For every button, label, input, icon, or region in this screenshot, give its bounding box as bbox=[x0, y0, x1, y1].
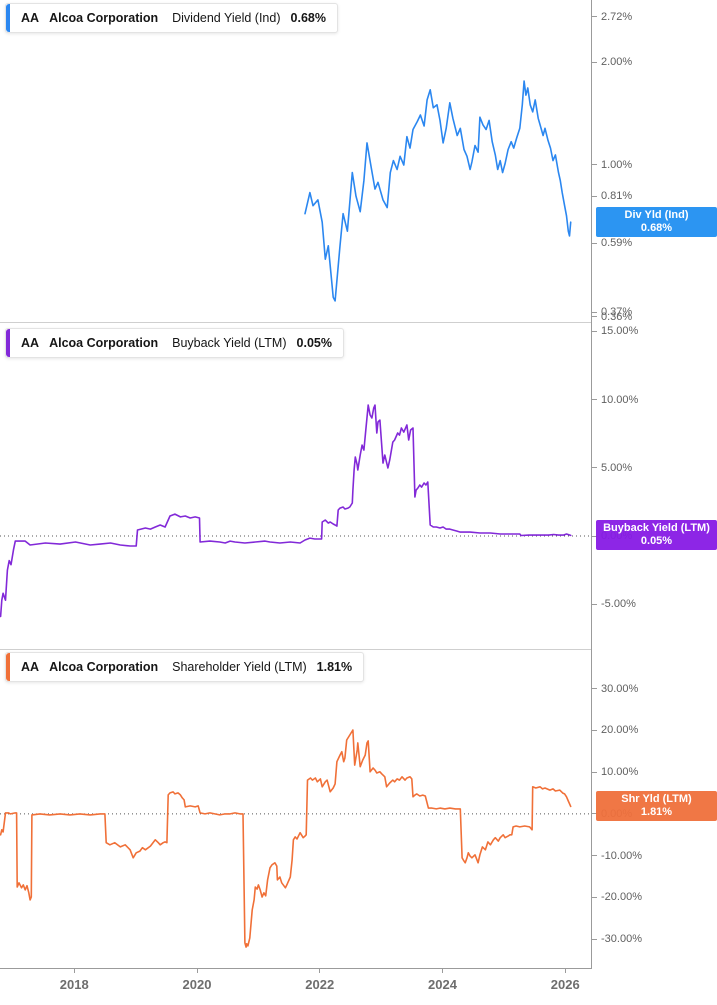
y-tick-mark bbox=[591, 316, 597, 318]
y-tick-mark bbox=[591, 896, 597, 898]
y-tick-mark bbox=[591, 61, 597, 63]
legend-chip-shareholder-yield[interactable]: AA Alcoa Corporation Shareholder Yield (… bbox=[5, 652, 365, 682]
legend-metric: Buyback Yield (LTM) bbox=[172, 336, 287, 350]
panel-separator bbox=[0, 322, 591, 323]
y-tick-label: -10.00% bbox=[601, 849, 642, 862]
x-tick-label: 2018 bbox=[59, 977, 89, 992]
y-tick-label: 10.00% bbox=[601, 393, 639, 406]
y-tick-label: -20.00% bbox=[601, 891, 642, 904]
buyback-yield-line bbox=[0, 404, 572, 618]
x-tick-mark bbox=[196, 968, 198, 973]
y-tick-label: 1.00% bbox=[601, 158, 633, 171]
panel-separator bbox=[0, 649, 591, 650]
y-tick-mark bbox=[591, 16, 597, 17]
legend-metric: Dividend Yield (Ind) bbox=[172, 11, 281, 25]
y-tick-label: 0.36% bbox=[601, 310, 633, 323]
y-tick-mark bbox=[591, 771, 597, 773]
legend-ticker: AA bbox=[21, 11, 40, 25]
y-tick-label: 5.00% bbox=[601, 461, 633, 474]
legend-company: Alcoa Corporation bbox=[49, 660, 159, 674]
x-tick-mark bbox=[564, 968, 566, 973]
y-tick-mark bbox=[591, 729, 597, 731]
y-tick-label: -5.00% bbox=[601, 598, 636, 611]
y-tick-mark bbox=[591, 603, 597, 605]
badge-value: 1.81% bbox=[640, 806, 673, 819]
legend-accent-bar bbox=[6, 4, 10, 32]
y-tick-mark bbox=[591, 855, 597, 857]
legend-ticker: AA bbox=[21, 336, 40, 350]
y-tick-label: 2.72% bbox=[601, 10, 633, 23]
y-tick-mark bbox=[591, 813, 597, 815]
legend-chip-dividend-yield[interactable]: AA Alcoa Corporation Dividend Yield (Ind… bbox=[5, 3, 338, 33]
badge-metric: Div Yld (Ind) bbox=[624, 209, 689, 222]
x-tick-mark bbox=[319, 968, 321, 973]
legend-chip-buyback-yield[interactable]: AA Alcoa Corporation Buyback Yield (LTM)… bbox=[5, 328, 344, 358]
legend-value: 0.05% bbox=[296, 336, 332, 350]
badge-value: 0.05% bbox=[640, 535, 673, 548]
y-tick-label: -30.00% bbox=[601, 933, 642, 946]
y-tick-mark bbox=[591, 938, 597, 940]
y-tick-mark bbox=[591, 535, 597, 537]
legend-value: 0.68% bbox=[290, 11, 326, 25]
last-value-badge-shareholder-yield[interactable]: Shr Yld (LTM) 1.81% bbox=[596, 791, 717, 822]
y-tick-mark bbox=[591, 330, 597, 332]
x-tick-mark bbox=[73, 968, 75, 973]
y-tick-mark bbox=[591, 242, 597, 244]
y-tick-mark bbox=[591, 399, 597, 401]
y-tick-label: 30.00% bbox=[601, 682, 639, 695]
y-axis-line bbox=[591, 0, 592, 968]
legend-value: 1.81% bbox=[316, 660, 353, 674]
y-tick-label: 2.00% bbox=[601, 56, 633, 69]
y-tick-label: 0.81% bbox=[601, 190, 633, 203]
x-tick-label: 2024 bbox=[428, 977, 457, 992]
x-tick-label: 2026 bbox=[550, 977, 580, 992]
legend-accent-bar bbox=[6, 329, 10, 357]
y-tick-label: 10.00% bbox=[601, 766, 639, 779]
y-tick-mark bbox=[591, 164, 597, 166]
y-tick-label: 15.00% bbox=[601, 325, 639, 338]
y-tick-mark bbox=[591, 467, 597, 469]
y-tick-mark bbox=[591, 688, 597, 690]
badge-metric: Buyback Yield (LTM) bbox=[603, 522, 710, 535]
shareholder-yield-line bbox=[0, 729, 572, 948]
chart-canvas[interactable] bbox=[0, 0, 591, 968]
legend-accent-bar bbox=[6, 653, 10, 681]
y-tick-label: 20.00% bbox=[601, 724, 639, 737]
x-tick-label: 2020 bbox=[182, 977, 212, 992]
y-tick-mark bbox=[591, 311, 597, 313]
x-tick-label: 2022 bbox=[305, 977, 335, 992]
y-tick-mark bbox=[591, 195, 597, 197]
y-tick-label: 0.59% bbox=[601, 237, 633, 250]
legend-company: Alcoa Corporation bbox=[49, 11, 159, 25]
last-value-badge-dividend-yield[interactable]: Div Yld (Ind) 0.68% bbox=[596, 207, 717, 238]
badge-metric: Shr Yld (LTM) bbox=[621, 793, 692, 806]
x-axis-line bbox=[0, 968, 592, 969]
legend-metric: Shareholder Yield (LTM) bbox=[172, 660, 307, 674]
badge-value: 0.68% bbox=[640, 222, 673, 235]
y-tick-label: 0.37% bbox=[601, 306, 633, 319]
dividend-yield-line bbox=[304, 80, 572, 302]
x-tick-mark bbox=[441, 968, 443, 973]
legend-company: Alcoa Corporation bbox=[49, 336, 159, 350]
legend-ticker: AA bbox=[21, 660, 40, 674]
last-value-badge-buyback-yield[interactable]: Buyback Yield (LTM) 0.05% bbox=[596, 520, 717, 551]
